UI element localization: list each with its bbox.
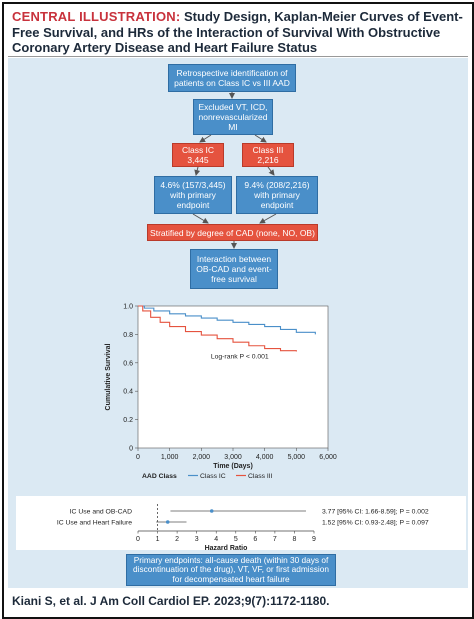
flow-box-identification: Retrospective identification of patients… [168, 64, 296, 92]
flow-box-ic-endpoint: 4.6% (157/3,445) with primary endpoint [154, 176, 232, 214]
citation: Kiani S, et al. J Am Coll Cardiol EP. 20… [12, 594, 330, 608]
arrow-to-class-iii [254, 134, 267, 143]
forest-x-tick-label: 6 [253, 536, 257, 543]
km-y-tick-label: 0.8 [123, 332, 133, 339]
forest-x-axis-label: Hazard Ratio [205, 545, 248, 552]
km-plot-area [137, 305, 329, 449]
forest-x-tick-label: 3 [195, 536, 199, 543]
central-illustration-label: CENTRAL ILLUSTRATION: [12, 9, 181, 24]
km-series-class-iii [138, 305, 297, 352]
arrow-to-class-ic [199, 134, 212, 143]
arrow-ic-to-stratified [192, 213, 209, 224]
flow-box-stratified: Stratified by degree of CAD (none, NO, O… [147, 224, 318, 241]
forest-x-tick-label: 2 [175, 536, 179, 543]
forest-row-label: IC Use and OB-CAD [70, 509, 132, 516]
forest-point [165, 520, 170, 524]
km-x-tick-label: 4,000 [256, 454, 274, 461]
km-x-tick-label: 2,000 [193, 454, 211, 461]
km-y-tick-label: 0.6 [123, 360, 133, 367]
flow-box-class-ic: Class IC 3,445 [172, 143, 224, 167]
km-x-tick-label: 3,000 [224, 454, 242, 461]
forest-x-tick-label: 4 [214, 536, 218, 543]
forest-x-tick-label: 7 [273, 536, 277, 543]
km-x-tick-label: 0 [136, 454, 140, 461]
class-ic-label: Class IC [181, 145, 215, 155]
km-legend-label: Class III [248, 473, 273, 480]
flow-box-interaction: Interaction between OB-CAD and event-fre… [190, 249, 278, 289]
km-y-tick-label: 0.4 [123, 389, 133, 396]
arrow-to-iii-endpoint [267, 166, 275, 176]
km-legend-title: AAD Class [142, 473, 177, 480]
flow-arrows [192, 92, 277, 249]
class-iii-label: Class III [252, 145, 284, 155]
km-logrank-annotation: Log-rank P < 0.001 [211, 354, 269, 361]
flow-box-exclusion: Excluded VT, ICD, nonrevascularized MI [193, 99, 273, 135]
km-y-tick-label: 0.2 [123, 417, 133, 424]
forest-row-label: IC Use and Heart Failure [57, 520, 132, 527]
km-x-tick-label: 1,000 [161, 454, 179, 461]
class-ic-count: 3,445 [187, 155, 209, 165]
km-y-tick-label: 0 [129, 446, 133, 453]
forest-plot: IC Use and OB-CAD 3.77 [95% CI: 1.66-8.59… [16, 496, 466, 552]
forest-x-tick-label: 9 [312, 536, 316, 543]
km-series-class-ic [138, 305, 316, 335]
forest-x-tick-label: 0 [136, 536, 140, 543]
class-iii-count: 2,216 [257, 155, 279, 165]
forest-row-result: 3.77 [95% CI: 1.66-8.59]; P = 0.002 [322, 509, 429, 516]
km-chart: 0 0.2 0.4 0.6 0.8 1.0 0 1,000 2,000 3,000 4,000 5,0… [105, 304, 337, 481]
forest-x-tick-label: 5 [234, 536, 238, 543]
figure-title: CENTRAL ILLUSTRATION: Study Design, Kapl… [12, 9, 468, 56]
primary-endpoints-box: Primary endpoints: all-cause death (with… [126, 554, 336, 586]
km-x-tick-label: 5,000 [288, 454, 306, 461]
forest-row-result: 1.52 [95% CI: 0.93-2.48]; P = 0.097 [322, 520, 429, 527]
km-y-axis-label: Cumulative Survival [105, 343, 112, 410]
km-x-axis-label: Time (Days) [213, 463, 253, 470]
figure-title-text: Study Design, Kaplan-Meier Curves of Eve… [12, 9, 463, 55]
title-divider [8, 56, 468, 57]
flow-box-class-iii: Class III 2,216 [242, 143, 294, 167]
arrow-to-ic-endpoint [194, 166, 201, 176]
km-legend-label: Class IC [200, 473, 226, 480]
forest-x-tick-label: 8 [292, 536, 296, 543]
forest-x-tick-label: 1 [156, 536, 160, 543]
km-y-tick-label: 1.0 [123, 304, 133, 311]
forest-point [209, 509, 214, 513]
km-x-tick-label: 6,000 [319, 454, 337, 461]
arrow-iii-to-stratified [259, 213, 277, 224]
flow-box-iii-endpoint: 9.4% (208/2,216) with primary endpoint [236, 176, 318, 214]
illustration-panel: Retrospective identification of patients… [8, 58, 468, 588]
forest-background [16, 496, 466, 550]
